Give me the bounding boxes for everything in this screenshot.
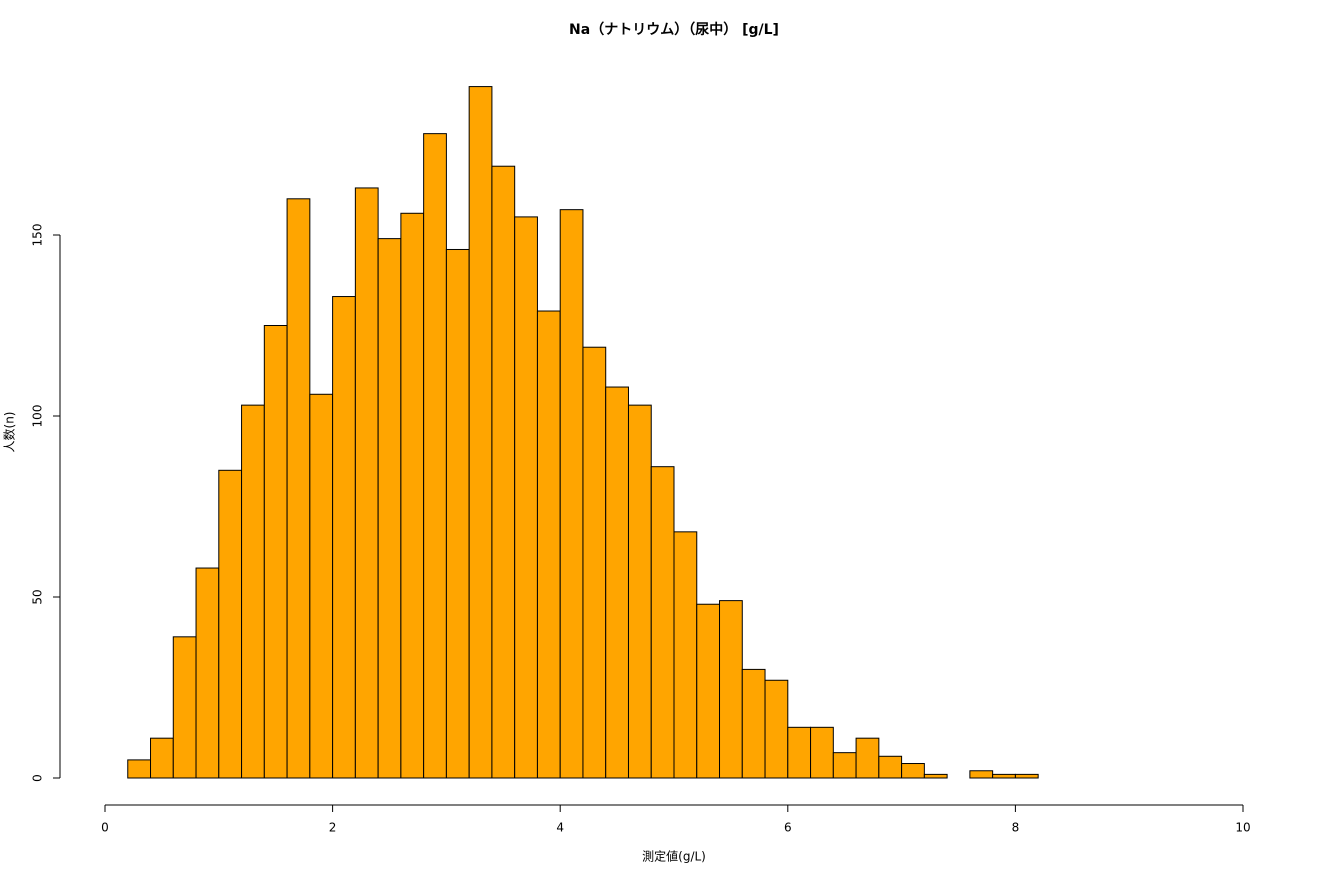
bar [605,386,629,779]
x-axis-label: 測定値(g/L) [642,849,706,864]
bar [127,759,152,779]
bar [1014,773,1039,779]
bar [878,755,903,779]
chart-title: Na（ナトリウム）（尿中） [g/L] [569,21,779,38]
bar [741,668,766,779]
bar [354,187,379,779]
bar [218,469,243,779]
bar [719,600,743,779]
x-tick-label: 0 [101,821,109,835]
bar [855,737,880,779]
bar [969,770,994,779]
bar [195,567,220,779]
bar [514,216,538,779]
y-tick-label: 150 [31,224,45,247]
bar [377,238,402,779]
bar [696,603,721,779]
bar [445,248,470,779]
bar [536,310,561,779]
bar [468,86,493,779]
bar [423,133,447,779]
bar [673,531,698,779]
bar [764,679,789,779]
bar [923,773,948,779]
bar [650,466,675,779]
y-tick-label: 50 [31,589,45,604]
bar [901,763,925,779]
bar [286,198,311,779]
x-tick-label: 4 [556,821,564,835]
bar [309,393,334,779]
bar [172,636,197,779]
bar [582,346,607,779]
y-tick-label: 100 [31,405,45,428]
bar [832,752,857,779]
x-tick-label: 10 [1235,821,1250,835]
bar [263,325,288,779]
bar [787,726,812,779]
x-tick-label: 2 [329,821,337,835]
bar [491,165,516,779]
bar [627,404,652,779]
y-tick-label: 0 [31,774,45,782]
x-tick-label: 6 [784,821,792,835]
bar [332,296,356,779]
bar [992,773,1016,779]
y-axis-label: 人数(n) [2,412,17,453]
bar [559,209,584,779]
bar [150,737,174,779]
bar [810,726,834,779]
bar [241,404,265,779]
bar [400,212,425,779]
x-tick-label: 8 [1012,821,1020,835]
